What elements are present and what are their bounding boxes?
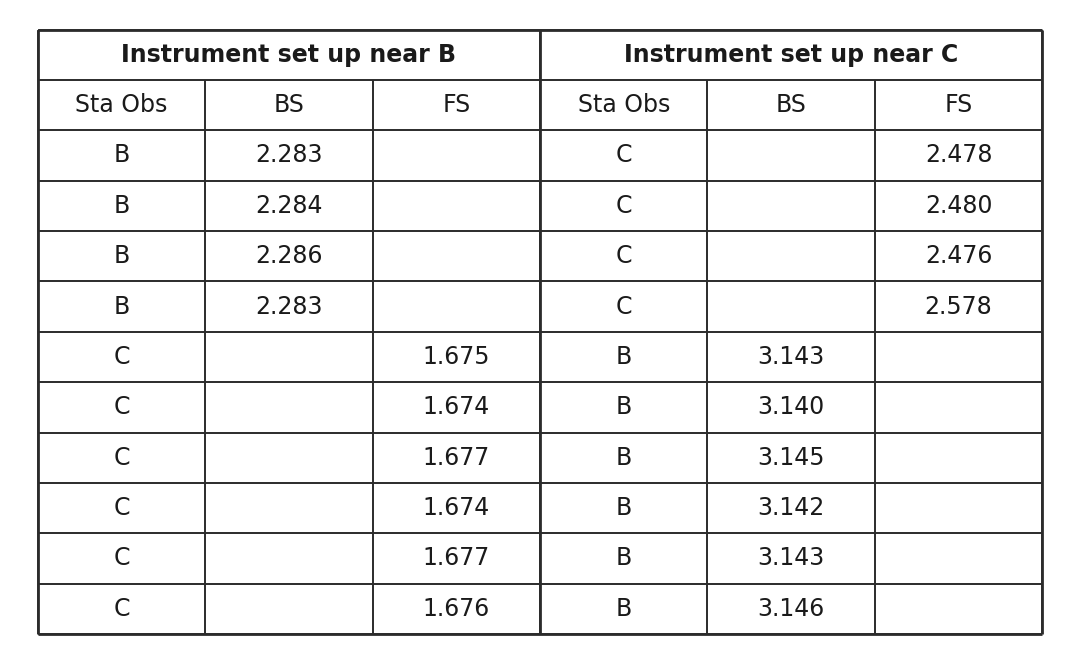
- Text: B: B: [616, 345, 632, 369]
- Text: Sta Obs: Sta Obs: [578, 93, 670, 117]
- Text: FS: FS: [442, 93, 471, 117]
- Text: Sta Obs: Sta Obs: [76, 93, 167, 117]
- Text: 2.480: 2.480: [924, 194, 993, 218]
- Text: 1.674: 1.674: [422, 396, 490, 419]
- Text: 1.674: 1.674: [422, 496, 490, 520]
- Text: 2.283: 2.283: [255, 143, 323, 168]
- Text: 2.286: 2.286: [255, 244, 323, 268]
- Text: FS: FS: [944, 93, 973, 117]
- Text: B: B: [113, 244, 130, 268]
- Text: 2.476: 2.476: [924, 244, 993, 268]
- Text: B: B: [616, 597, 632, 621]
- Text: C: C: [616, 294, 632, 319]
- Text: BS: BS: [273, 93, 305, 117]
- Text: 3.146: 3.146: [757, 597, 825, 621]
- Text: 2.578: 2.578: [924, 294, 993, 319]
- Text: C: C: [616, 143, 632, 168]
- Text: 1.676: 1.676: [422, 597, 490, 621]
- Text: B: B: [113, 143, 130, 168]
- Text: C: C: [113, 396, 130, 419]
- Text: B: B: [113, 194, 130, 218]
- Text: C: C: [113, 345, 130, 369]
- Text: B: B: [113, 294, 130, 319]
- Text: C: C: [113, 496, 130, 520]
- Text: B: B: [616, 496, 632, 520]
- Text: C: C: [616, 244, 632, 268]
- Text: 1.677: 1.677: [422, 445, 490, 470]
- Text: B: B: [616, 445, 632, 470]
- Text: 1.677: 1.677: [422, 547, 490, 570]
- Text: 3.143: 3.143: [757, 345, 825, 369]
- Text: 2.478: 2.478: [924, 143, 993, 168]
- Text: C: C: [616, 194, 632, 218]
- Text: 1.675: 1.675: [422, 345, 490, 369]
- Text: 2.283: 2.283: [255, 294, 323, 319]
- Text: C: C: [113, 597, 130, 621]
- Text: 2.284: 2.284: [255, 194, 323, 218]
- Text: 3.142: 3.142: [757, 496, 825, 520]
- Text: Instrument set up near C: Instrument set up near C: [624, 43, 958, 67]
- Text: C: C: [113, 547, 130, 570]
- Text: C: C: [113, 445, 130, 470]
- Text: BS: BS: [775, 93, 807, 117]
- Text: Instrument set up near B: Instrument set up near B: [121, 43, 457, 67]
- Text: 3.143: 3.143: [757, 547, 825, 570]
- Text: 3.145: 3.145: [757, 445, 825, 470]
- Text: B: B: [616, 547, 632, 570]
- Text: B: B: [616, 396, 632, 419]
- Text: 3.140: 3.140: [757, 396, 825, 419]
